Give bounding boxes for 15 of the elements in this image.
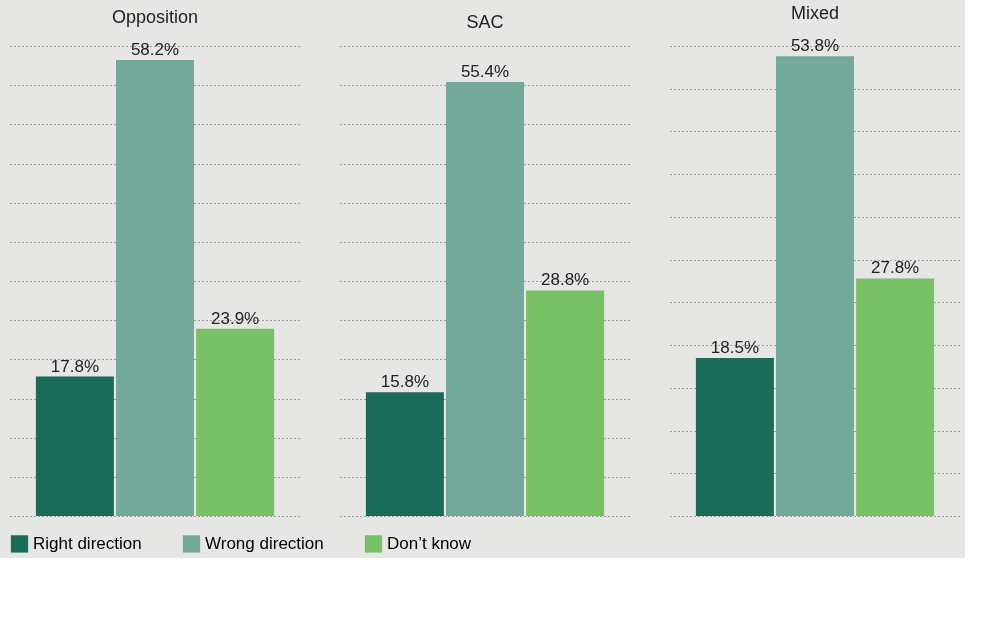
legend-label: Wrong direction bbox=[205, 533, 324, 553]
legend-label: Don’t know bbox=[387, 533, 472, 553]
data-label: 53.8% bbox=[790, 36, 840, 56]
data-label: 58.2% bbox=[130, 40, 180, 60]
data-label: 23.9% bbox=[211, 308, 260, 328]
data-label: 17.8% bbox=[50, 356, 99, 376]
data-label: 15.8% bbox=[380, 372, 429, 392]
chart-title: Mixed bbox=[790, 3, 840, 24]
data-label: 55.4% bbox=[460, 62, 510, 82]
data-label: 27.8% bbox=[871, 258, 920, 278]
legend-label: Right direction bbox=[33, 533, 142, 553]
chart-title: Opposition bbox=[111, 7, 199, 28]
chart-title: SAC bbox=[466, 12, 504, 32]
data-label: 28.8% bbox=[541, 270, 590, 290]
data-label: 18.5% bbox=[710, 337, 759, 357]
